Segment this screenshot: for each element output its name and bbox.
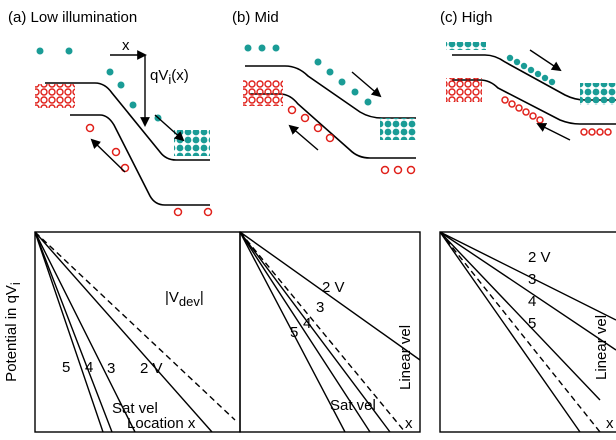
plot: 2 V 3 4 5 Sat vel Linear vel x: [240, 232, 420, 432]
line-label: 2 V: [322, 279, 345, 296]
annotation-text: qV: [150, 67, 168, 84]
axis-label: x: [405, 415, 413, 432]
axis-label-text: Potential in qV: [3, 285, 20, 382]
legend-label: |Vdev|: [165, 289, 204, 309]
legend-sub: dev: [179, 294, 200, 309]
line-label: 5: [62, 359, 70, 376]
line-label: 4: [85, 359, 93, 376]
line-label: 5: [290, 324, 298, 341]
line-label: 3: [316, 299, 324, 316]
band-diagram: x qVi(x): [35, 37, 212, 216]
line-label: 3: [107, 360, 115, 377]
axis-label-sub: i: [8, 282, 23, 285]
plot: 2 V 3 4 5 Linear vel x: [440, 232, 616, 432]
line-label: Sat vel: [330, 397, 376, 414]
axis-label: Potential in qVi: [3, 282, 23, 382]
line-label: 5: [528, 315, 536, 332]
line-label: Linear vel: [397, 325, 414, 390]
line-label: 2 V: [140, 360, 163, 377]
legend-text: |V: [165, 289, 179, 306]
line-label: 3: [528, 271, 536, 288]
panel-title: (c) High: [440, 9, 493, 26]
line-label: 4: [303, 315, 311, 332]
plot: Potential in qVi |Vdev| 5 4 3 2 V Sat ve…: [3, 232, 240, 432]
axis-label: x: [606, 415, 614, 432]
panel-title: (b) Mid: [232, 9, 279, 26]
band-diagram: [243, 45, 416, 174]
annotation: qVi(x): [150, 67, 189, 87]
panel-title: (a) Low illumination: [8, 9, 137, 26]
legend-text: |: [200, 289, 204, 306]
annotation-text: (x): [171, 67, 189, 84]
line-label: Linear vel: [593, 315, 610, 380]
line-label: 2 V: [528, 249, 551, 266]
axis-label: Location x: [127, 415, 196, 432]
annotation: x: [122, 37, 130, 54]
line-label: 4: [528, 293, 536, 310]
figure: (a) Low illumination (b) Mid (c) High x …: [0, 0, 616, 440]
band-diagram: [446, 42, 616, 140]
